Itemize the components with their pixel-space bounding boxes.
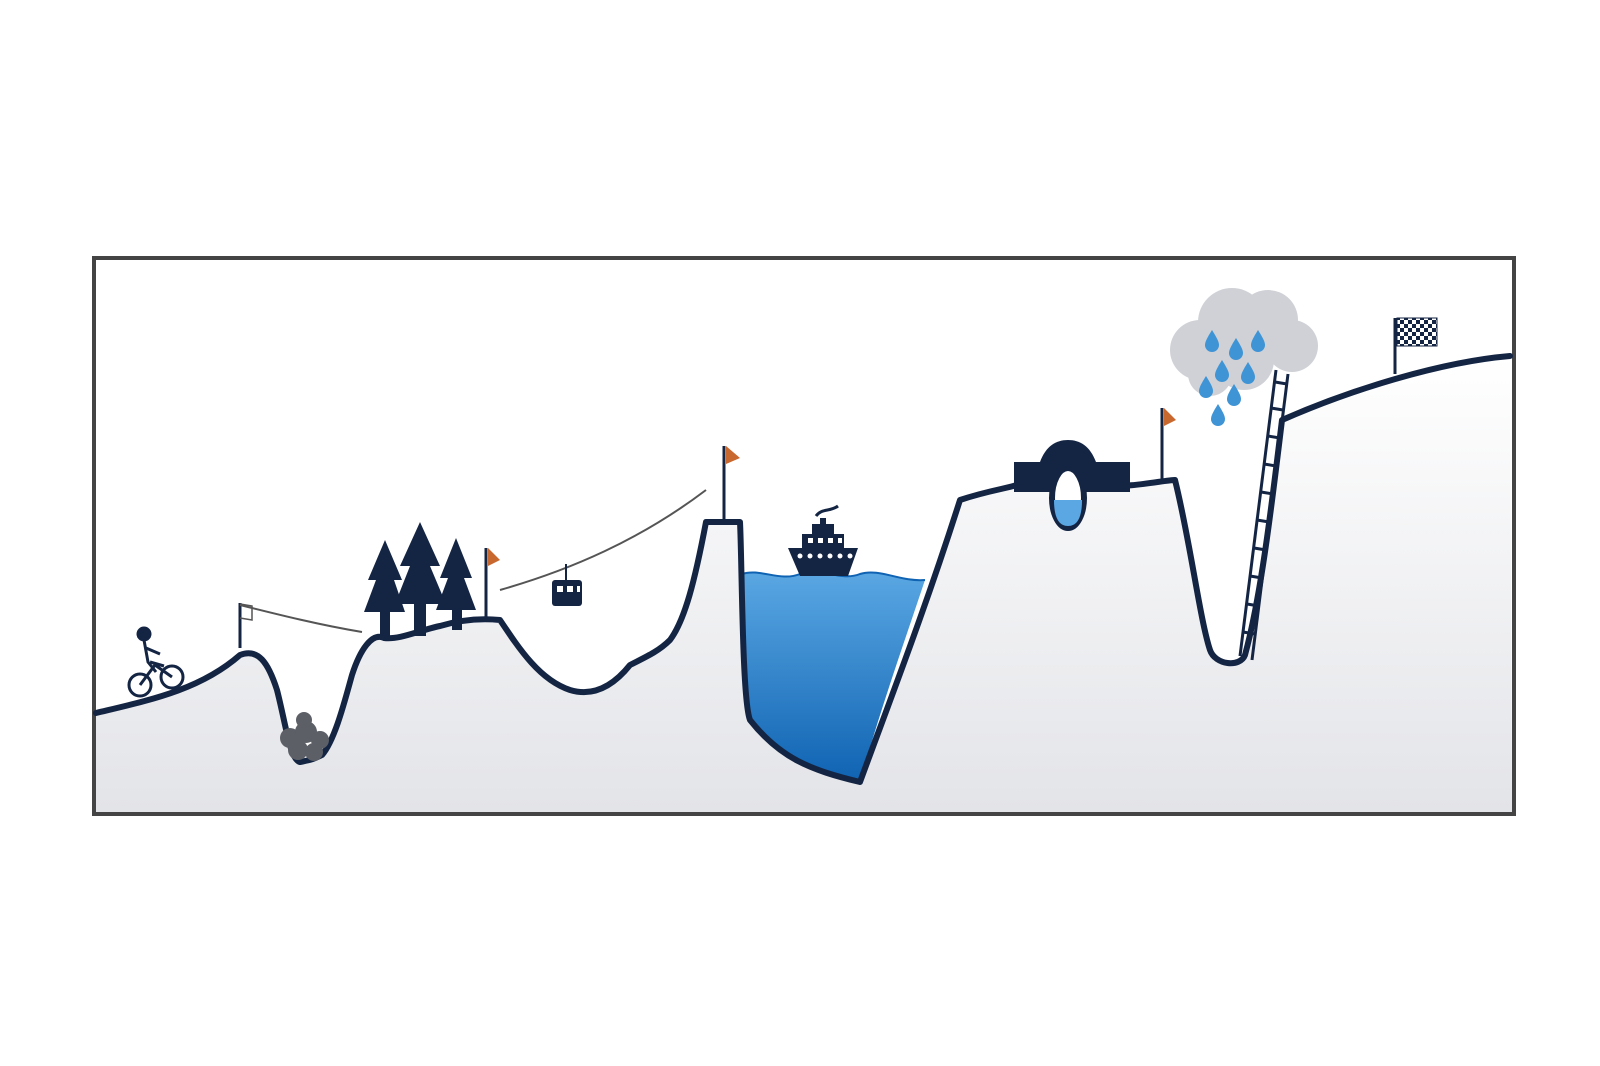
cyclist-icon xyxy=(127,626,185,698)
flag-icon xyxy=(1160,408,1176,482)
ship-icon xyxy=(788,504,858,576)
flag-icon xyxy=(484,548,500,620)
rain-cloud-icon xyxy=(1170,288,1318,426)
flag-icon xyxy=(722,446,740,522)
lake-water xyxy=(742,571,925,782)
pine-trees-icon xyxy=(364,522,476,640)
zipline-icon xyxy=(238,603,363,648)
ladder-icon xyxy=(1238,369,1290,661)
terrain-ground xyxy=(96,356,1512,812)
bridge-icon xyxy=(1014,440,1130,531)
boulders-icon xyxy=(280,712,329,761)
cable-car-icon xyxy=(499,489,707,606)
finish-flag-icon xyxy=(1393,317,1438,374)
